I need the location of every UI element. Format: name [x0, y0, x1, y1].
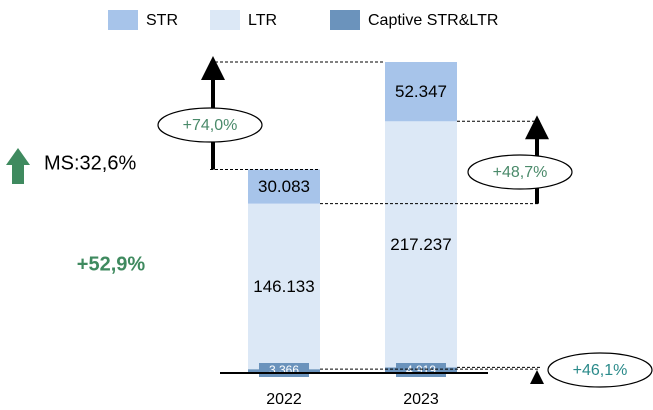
value-label-bg [389, 232, 453, 257]
annotation: +48,7% [493, 164, 548, 181]
legend-swatch [108, 10, 138, 30]
legend-label: STR [146, 12, 178, 29]
legend-label: LTR [248, 12, 277, 29]
legend-swatch [330, 10, 360, 30]
x-tick-label: 2022 [266, 391, 302, 408]
value-label: 146.133 [253, 277, 314, 296]
annotation-bubble [467, 154, 573, 190]
value-label: 4.919 [406, 363, 436, 377]
annotation: MS:32,6% [44, 152, 136, 174]
value-label-bg [389, 79, 453, 104]
value-label: 30.083 [258, 177, 310, 196]
annotation: +46,1% [573, 362, 628, 379]
x-tick-label: 2023 [403, 391, 439, 408]
annotation-bubble [547, 352, 653, 388]
legend-label: Captive STR&LTR [368, 12, 498, 29]
value-label: 52.347 [395, 82, 447, 101]
value-label: 3.366 [269, 363, 299, 377]
annotation: +74,0% [183, 117, 238, 134]
value-label-bg [252, 174, 316, 199]
value-label: 217.237 [390, 235, 451, 254]
up-arrow-icon [6, 148, 30, 184]
legend-swatch [210, 10, 240, 30]
small-arrow [530, 370, 544, 384]
annotation: +52,9% [77, 253, 146, 275]
annotation-bubble [157, 107, 263, 143]
value-label-bg [252, 274, 316, 299]
